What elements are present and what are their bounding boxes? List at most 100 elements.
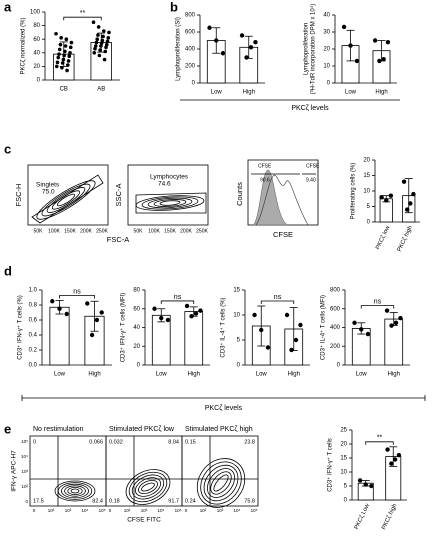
data-point (65, 68, 69, 73)
flow-plot (127, 164, 209, 226)
gate-value: 74.6 (158, 181, 171, 188)
y-tick-label: 30 (323, 30, 330, 36)
data-point (393, 320, 399, 326)
significance-bracket (160, 300, 195, 304)
gate-value: 90.6 (260, 177, 270, 183)
data-point (207, 25, 212, 30)
data-point (244, 55, 249, 60)
data-point (99, 44, 103, 48)
density-contour (41, 183, 91, 217)
y-axis-label: PKCζ normalized (%) (21, 18, 27, 75)
data-point (103, 49, 108, 54)
significance: ** (80, 10, 86, 17)
density-contour (54, 480, 96, 502)
panel-letter: d (4, 263, 12, 278)
data-point (100, 38, 105, 43)
data-point (193, 311, 199, 316)
data-point (69, 40, 74, 45)
y-tick-label: 80 (133, 288, 140, 294)
data-point (66, 63, 70, 67)
y-axis-label: CD3⁺ IFN-γ⁺ T cells (327, 438, 334, 492)
y-tick-label: 40 (323, 13, 330, 19)
density-contour (159, 200, 181, 206)
x-tick-label: High (375, 90, 387, 96)
density-contour (147, 197, 193, 209)
y-tick-label: 0 (327, 81, 331, 87)
quadrant-value: 0.032 (109, 439, 123, 445)
data-point (64, 311, 69, 317)
y-tick-label: 400 (330, 325, 341, 331)
bar (151, 314, 171, 366)
y-axis-label: CD3⁺ IL-4⁺ T cells (%) (220, 297, 227, 357)
data-point (62, 53, 66, 58)
quadrant-value: 8.04 (168, 439, 179, 445)
data-point (363, 482, 368, 487)
x-tick-label: 0 (185, 508, 188, 513)
significance: ns (73, 288, 81, 295)
data-point (94, 317, 100, 323)
x-tick-label: 10⁴ (158, 508, 165, 513)
density-contour (196, 458, 246, 508)
density-contour (36, 180, 96, 220)
data-point (381, 57, 386, 62)
y-tick-label: 600 (330, 306, 341, 312)
data-point (104, 42, 109, 47)
data-point (165, 317, 171, 323)
significance: ns (174, 294, 182, 301)
data-point (159, 315, 164, 321)
data-point (92, 51, 97, 55)
y-axis-label: CD3⁺ IFN-γ⁺ T cells (MFI) (120, 293, 127, 363)
data-point (57, 306, 62, 311)
x-tick-label: 10³ (65, 508, 72, 513)
y-tick-label: 10 (363, 189, 370, 195)
data-point (56, 55, 61, 60)
y-tick-label: 5 (344, 484, 348, 490)
gate (31, 174, 104, 224)
data-point (401, 179, 407, 184)
data-point (101, 34, 105, 39)
data-point (384, 308, 390, 313)
data-point (389, 461, 394, 466)
group-label: PKCζ levels (291, 105, 329, 112)
data-point (284, 312, 290, 318)
flow-plot (181, 435, 259, 507)
y-tick-label: 0.0 (29, 363, 38, 369)
y-tick-label: 100 (30, 10, 41, 16)
x-tick-label: High (88, 372, 100, 378)
data-point (58, 42, 63, 47)
density-contour (203, 464, 239, 502)
data-point (91, 20, 96, 25)
y-tick-label: 15 (233, 288, 240, 294)
data-point (341, 24, 347, 30)
significance-bracket (360, 305, 395, 309)
significance-bracket (63, 16, 102, 21)
data-point (68, 51, 72, 55)
data-point (396, 453, 402, 458)
x-axis-label: CFSE FITC (127, 517, 161, 524)
density-contour (56, 193, 76, 207)
x-tick-label: PKCζ low (375, 224, 392, 250)
data-point (66, 59, 71, 63)
panel-letter: a (4, 0, 12, 14)
data-point (189, 314, 194, 319)
y-tick-label: 10³ (21, 469, 28, 474)
y-tick-label: 0.4 (29, 333, 38, 339)
y-tick-label: 0 (37, 78, 41, 84)
y-tick-label: 800 (330, 288, 341, 294)
data-point (89, 332, 95, 338)
gate-name: Lymphocytes (150, 174, 189, 181)
quadrant-value: 0.24 (185, 498, 196, 504)
y-axis-label: Lymphoproliferation (SI) (176, 17, 182, 81)
x-tick-label: 0 (109, 508, 112, 513)
data-point (102, 29, 106, 33)
panel-letter: c (4, 141, 11, 156)
data-point (248, 45, 254, 50)
y-tick-label: 0 (137, 363, 141, 369)
data-point (57, 52, 61, 56)
x-tick-label: 10³ (141, 508, 148, 513)
y-tick-label: 0 (344, 498, 348, 504)
data-point (93, 44, 98, 48)
data-point (63, 49, 67, 54)
data-point (106, 36, 111, 40)
x-tick-label: PKCζ Low (354, 502, 371, 530)
